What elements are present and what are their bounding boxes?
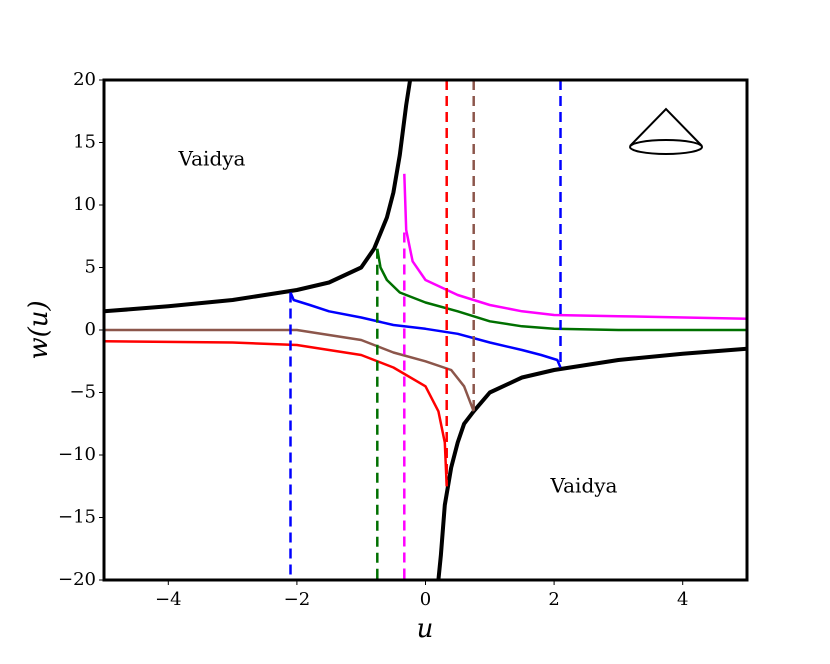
curve	[104, 80, 413, 314]
curve	[104, 340, 448, 487]
y-axis-label: w(u)	[24, 300, 54, 359]
annotation: Vaidya	[550, 474, 618, 498]
y-tick-label: −10	[58, 444, 96, 465]
curve	[289, 292, 562, 368]
y-tick-label: −20	[58, 569, 96, 590]
y-tick-label: 0	[85, 319, 96, 340]
curve	[436, 346, 747, 580]
y-tick-label: 5	[85, 257, 96, 278]
x-tick-label: 4	[677, 589, 688, 610]
curve	[403, 173, 747, 321]
cone-icon	[629, 107, 703, 155]
x-tick-label: 2	[548, 589, 559, 610]
y-tick-label: 10	[73, 194, 96, 215]
y-tick-label: −15	[58, 507, 96, 528]
x-tick-label: −4	[155, 589, 182, 610]
curve	[376, 248, 747, 332]
y-tick-label: 20	[73, 69, 96, 90]
y-tick-label: 15	[73, 132, 96, 153]
plot-frame	[102, 78, 749, 582]
x-tick-label: −2	[284, 589, 311, 610]
x-tick-label: 0	[420, 589, 431, 610]
annotation: Vaidya	[178, 147, 246, 171]
x-axis-label: u	[417, 614, 434, 644]
y-tick-label: −5	[69, 382, 96, 403]
curve	[104, 328, 475, 412]
cone-side	[629, 107, 703, 147]
cone-base	[629, 139, 703, 155]
